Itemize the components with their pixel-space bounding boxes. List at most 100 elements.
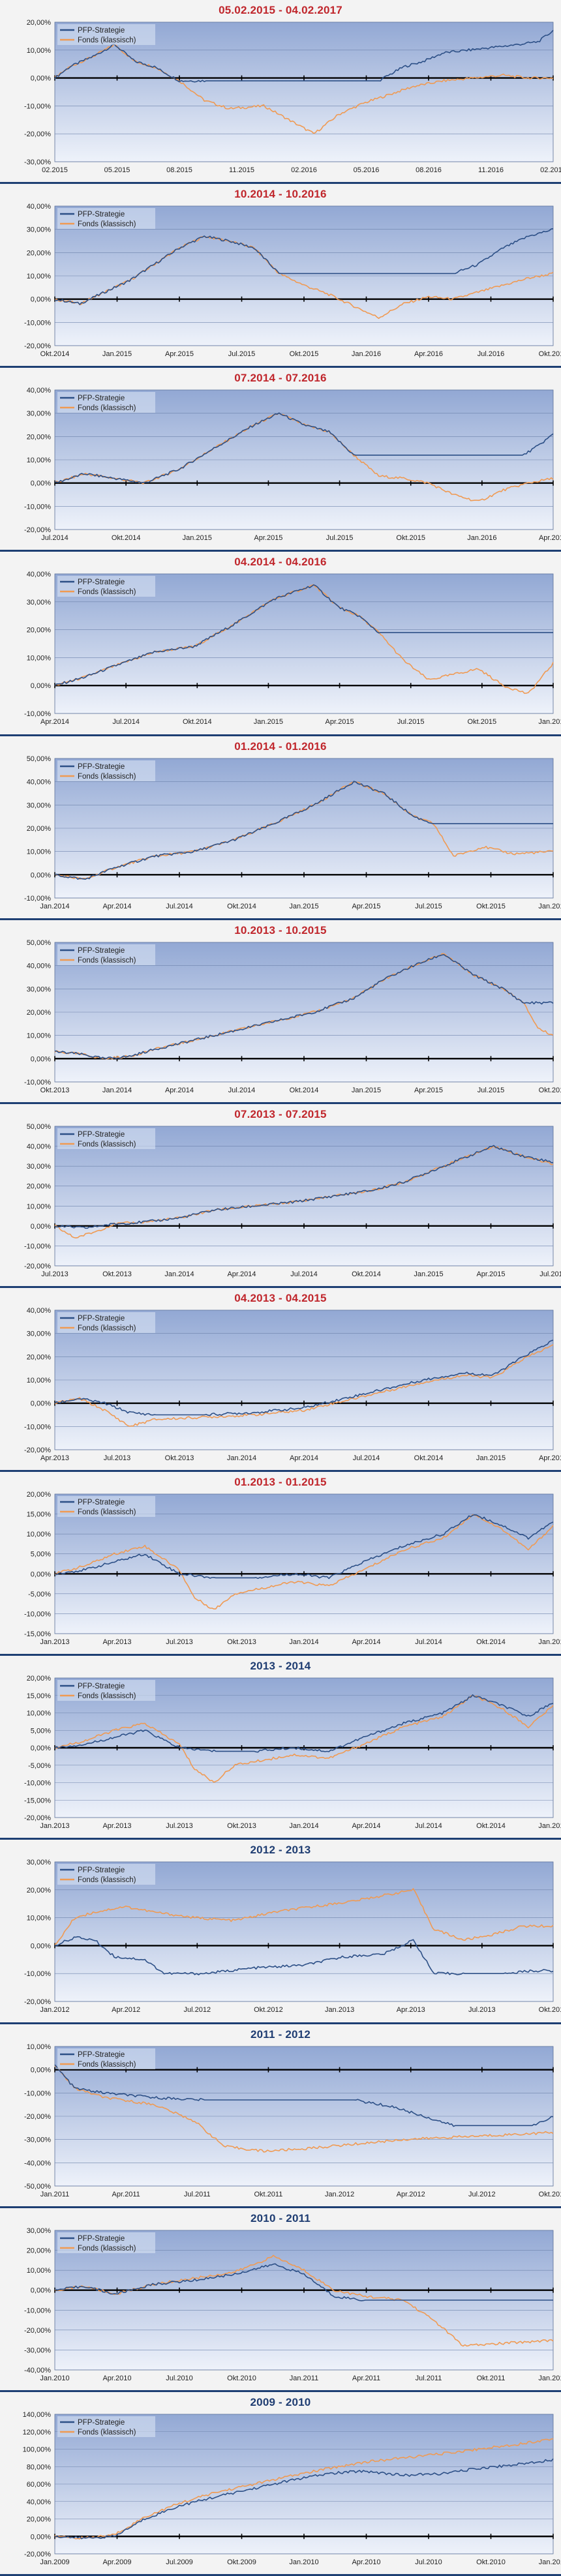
y-tick-label: -20,00% — [24, 1998, 51, 2006]
x-tick-label: 05.2015 — [104, 166, 130, 174]
y-tick-label: 0,00% — [31, 1400, 51, 1408]
x-tick-label: Apr.2013 — [102, 1822, 131, 1830]
legend-label: PFP-Strategie — [78, 1131, 125, 1139]
legend-label: PFP-Strategie — [78, 211, 125, 218]
y-tick-label: 0,00% — [31, 75, 51, 83]
y-tick-label: -10,00% — [24, 2307, 51, 2314]
y-tick-label: 140,00% — [23, 2411, 52, 2419]
x-tick-label: Apr.2014 — [352, 1822, 380, 1830]
chart-svg: 30,00%20,00%10,00%0,00%-10,00%-20,00%Jan… — [24, 1859, 561, 2014]
y-tick-label: 30,00% — [27, 2227, 52, 2235]
chart-title: 07.2014 - 07.2016 — [234, 372, 327, 385]
y-tick-label: 10,00% — [27, 655, 52, 663]
x-tick-label: Okt.2011 — [254, 2191, 283, 2198]
x-tick-label: Jul.2011 — [184, 2191, 211, 2198]
legend-label: Fonds (klassisch) — [78, 1141, 136, 1148]
series-line-pfp-strategie — [54, 1340, 554, 1416]
x-tick-label: Apr.2015 — [165, 350, 194, 358]
y-tick-label: 30,00% — [27, 985, 52, 993]
x-tick-label: Apr.2011 — [352, 2374, 380, 2382]
plot-area — [54, 574, 554, 714]
y-tick-label: 10,00% — [27, 1710, 52, 1718]
y-tick-label: -20,00% — [24, 2113, 51, 2121]
chart-svg: 50,00% 40,00% 30,00% 20,00% 10,00% 0,00% -10,0… — [24, 1123, 561, 1278]
chart-title: 2010 - 2011 — [250, 2211, 311, 2224]
legend-label: Fonds (klassisch) — [78, 1876, 136, 1884]
y-tick-label: 20,00% — [27, 2515, 52, 2523]
x-tick-label: Apr.2015 — [539, 1454, 561, 1462]
y-tick-label: -20,00% — [24, 1263, 51, 1270]
legend-label: PFP-Strategie — [78, 2235, 125, 2243]
legend-label: PFP-Strategie — [78, 27, 125, 35]
y-tick-label: 50,00% — [27, 1123, 52, 1131]
chart-svg: 20,00% 15,00% 10,00% 5,00% 0,00% -5,00% -10,00… — [24, 1491, 561, 1646]
x-tick-label: Jan.2014 — [227, 1454, 256, 1462]
series-line-pfp-strategie — [54, 780, 553, 880]
x-tick-label: Okt.2014 — [183, 718, 212, 726]
chart-title: 04.2014 - 04.2016 — [234, 556, 327, 569]
legend-label: PFP-Strategie — [78, 1683, 125, 1690]
x-tick-label: Apr.2014 — [102, 903, 131, 910]
x-tick-label: Jul.2015 — [326, 534, 354, 542]
y-tick-label: 120,00% — [23, 2429, 52, 2436]
legend-box — [57, 944, 155, 965]
y-tick-label: 10,00% — [27, 1203, 52, 1210]
y-tick-label: 10,00% — [27, 1531, 52, 1538]
y-tick-label: 30,00% — [27, 801, 52, 809]
y-tick-label: -10,00% — [24, 319, 51, 327]
x-tick-label: Apr.2015 — [326, 718, 354, 726]
legend-label: Fonds (klassisch) — [78, 37, 136, 44]
plot-area — [54, 22, 554, 162]
x-tick-label: Okt.2014 — [40, 350, 70, 358]
x-tick-label: Jul.2010 — [166, 2374, 193, 2382]
y-tick-label: 20,00% — [27, 825, 52, 833]
chart-panel: 2012 - 2013 30,00% 20,00% 10,00% 0,00% -10,00… — [0, 1840, 561, 2024]
y-tick-label: 0,00% — [31, 2533, 51, 2541]
y-tick-label: 5,00% — [31, 1551, 51, 1559]
x-tick-label: Okt.2015 — [539, 1086, 561, 1094]
y-tick-label: 50,00% — [27, 755, 52, 763]
legend-box — [57, 760, 155, 781]
y-tick-label: -40,00% — [24, 2367, 51, 2374]
legend-label: Fonds (klassisch) — [78, 957, 136, 965]
x-tick-label: Apr.2015 — [476, 1270, 505, 1278]
y-tick-label: 20,00% — [27, 1675, 52, 1683]
x-tick-label: Jan.2013 — [40, 1822, 69, 1830]
x-tick-label: Jul.2014 — [353, 1454, 380, 1462]
legend-box — [57, 2048, 155, 2069]
legend-label: Fonds (klassisch) — [78, 2429, 136, 2436]
y-tick-label: -20,00% — [24, 1814, 51, 1822]
y-tick-label: 100,00% — [23, 2446, 52, 2453]
y-tick-label: 0,00% — [31, 2066, 51, 2074]
chart-title: 04.2013 - 04.2015 — [234, 1292, 327, 1304]
chart-svg: 40,00% 30,00% 20,00% 10,00% 0,00% -10,00% -20,… — [24, 387, 561, 542]
x-tick-label: Apr.2015 — [254, 534, 282, 542]
chart-svg: 40,00% 30,00% 20,00% 10,00% 0,00% -10,00% -20,… — [24, 1307, 561, 1462]
chart-panel: 05.02.2015 - 04.02.2017 20,00% 10,00% 0,00%… — [0, 0, 561, 185]
y-tick-label: 20,00% — [27, 434, 52, 442]
chart-title: 2011 - 2012 — [250, 2028, 311, 2041]
series-line-fonds-klassisch — [54, 2438, 554, 2539]
legend-label: PFP-Strategie — [78, 578, 125, 586]
x-tick-label: Jan.2014 — [164, 1270, 194, 1278]
y-tick-label: -20,00% — [24, 526, 51, 534]
x-tick-label: Okt.2011 — [477, 2374, 506, 2382]
x-tick-label: Jan.2010 — [289, 2558, 318, 2566]
series-line-fonds-klassisch — [54, 1344, 554, 1427]
y-tick-label: 10,00% — [27, 848, 52, 856]
x-tick-label: Okt.2013 — [165, 1454, 194, 1462]
series-line-pfp-strategie — [54, 228, 554, 305]
x-tick-label: Okt.2015 — [476, 903, 506, 910]
x-tick-label: Apr.2014 — [40, 718, 69, 726]
series-line-fonds-klassisch — [54, 584, 554, 695]
legend-label: Fonds (klassisch) — [78, 773, 136, 781]
series-line-fonds-klassisch — [54, 1514, 554, 1610]
y-tick-label: 20,00% — [27, 1353, 52, 1361]
x-tick-label: Apr.2013 — [40, 1454, 69, 1462]
legend-label: PFP-Strategie — [78, 1315, 125, 1323]
x-tick-label: Jan.2015 — [102, 350, 132, 358]
x-tick-label: 02.2016 — [291, 166, 317, 174]
legend-label: Fonds (klassisch) — [78, 588, 136, 596]
x-tick-label: Okt.2010 — [476, 2558, 506, 2566]
y-tick-label: -50,00% — [24, 2183, 51, 2191]
